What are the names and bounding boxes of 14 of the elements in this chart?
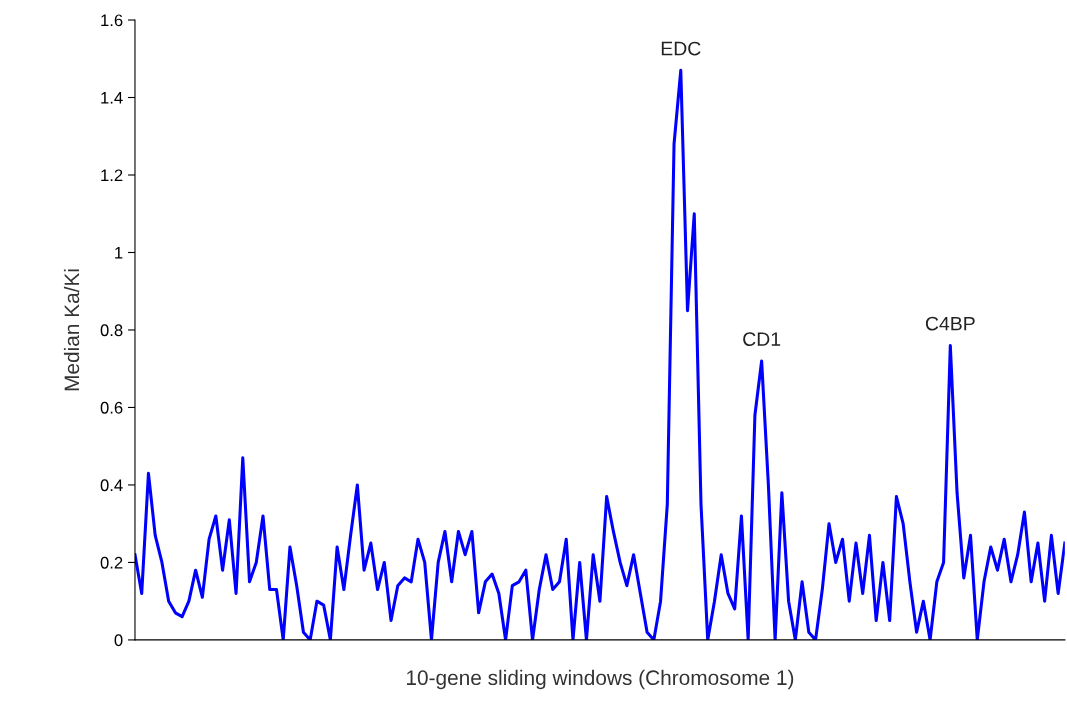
y-tick-label: 0.6 [100, 401, 123, 414]
y-tick-label: 1.6 [101, 14, 123, 27]
annotation: EDC [661, 41, 701, 56]
y-tick-label: 1 [115, 247, 123, 259]
annotation: CD1 [743, 332, 781, 347]
y-tick-label: 0.4 [100, 479, 123, 492]
y-tick-label: 1.4 [101, 92, 123, 104]
y-tick-label: 0 [114, 634, 123, 647]
y-tick-label: 1.2 [101, 169, 123, 182]
annotation: C4BP [925, 316, 975, 331]
y-tick-label: 0.2 [100, 556, 123, 569]
y-tick-label: 0.8 [100, 324, 123, 337]
y-axis-title: Median Ka/Ki [63, 269, 80, 391]
x-axis-title: 10-gene sliding windows (Chromosome 1) [406, 669, 794, 690]
